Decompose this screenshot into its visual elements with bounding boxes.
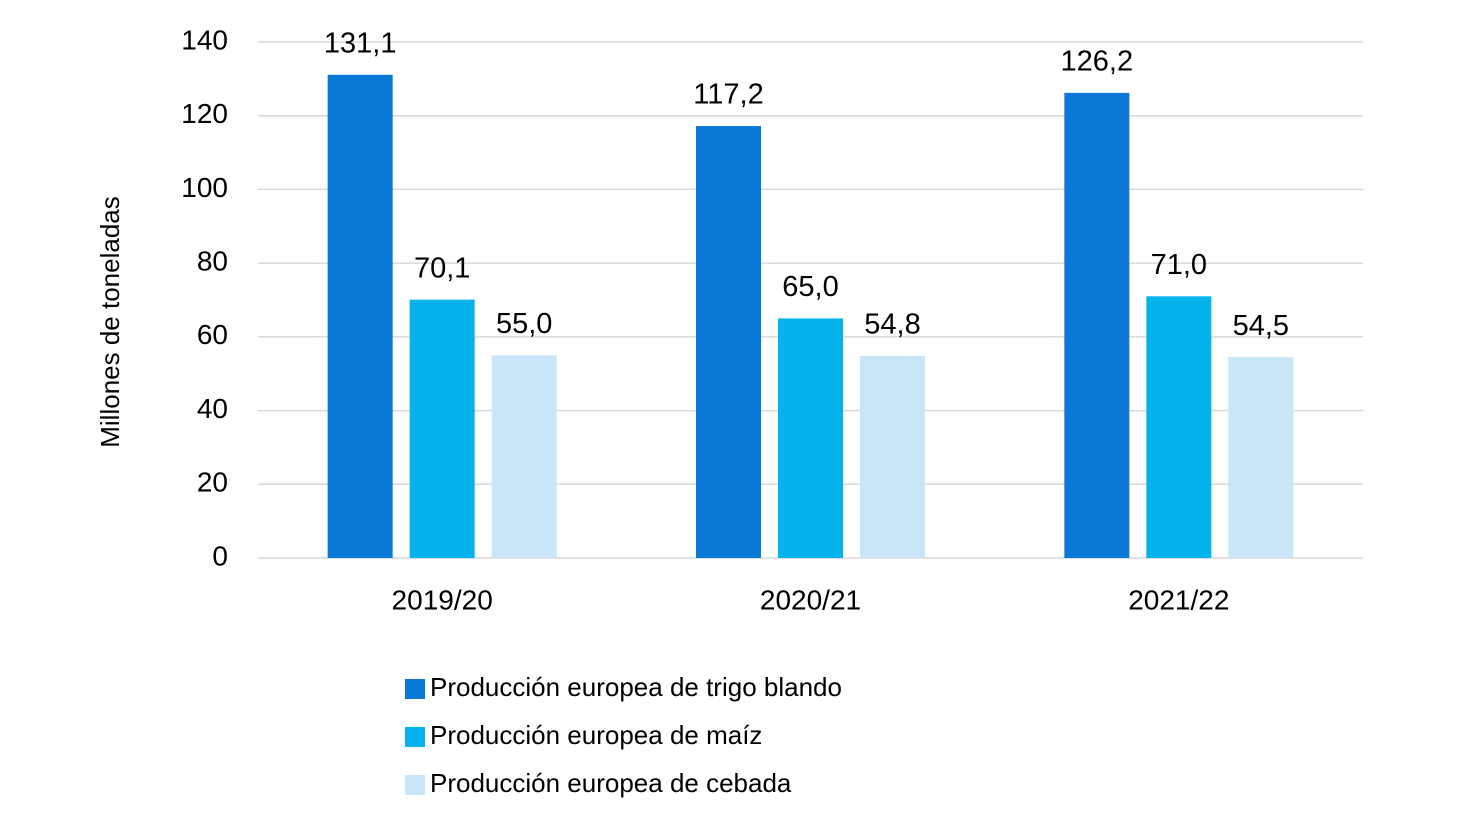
y-tick-label: 20 [197,467,228,498]
data-label: 117,2 [693,79,763,111]
bar [409,299,475,558]
legend-swatch [405,727,425,747]
y-tick-label: 100 [181,172,228,203]
data-label: 70,1 [414,252,470,284]
y-tick-label: 120 [181,98,228,129]
bar [1064,92,1130,558]
bar [696,126,761,558]
legend-label: Producción europea de trigo blando [430,672,842,702]
data-label: 71,0 [1151,249,1207,281]
bar [1146,296,1212,558]
bar [491,355,557,558]
bar [327,74,393,558]
data-label: 65,0 [782,271,838,303]
legend-label: Producción europea de cebada [430,768,792,798]
data-label: 55,0 [496,308,552,340]
bar [1228,357,1294,558]
y-axis-label: Millones de toneladas [95,196,125,448]
legend-label: Producción europea de maíz [430,720,762,750]
legend-swatch [405,679,425,699]
data-label: 131,1 [324,27,397,59]
x-tick-label: 2021/22 [1128,584,1229,615]
y-tick-label: 0 [212,540,228,571]
x-tick-label: 2020/21 [760,584,861,615]
data-label: 54,5 [1233,310,1289,342]
y-tick-label: 140 [181,24,228,55]
y-tick-label: 60 [197,319,228,350]
data-label: 126,2 [1061,46,1134,78]
y-tick-label: 40 [197,393,228,424]
bar [860,356,925,558]
data-label: 54,8 [864,309,920,341]
bar [778,318,843,558]
legend-swatch [405,775,425,795]
y-tick-label: 80 [197,246,228,277]
x-tick-label: 2019/20 [392,584,493,615]
